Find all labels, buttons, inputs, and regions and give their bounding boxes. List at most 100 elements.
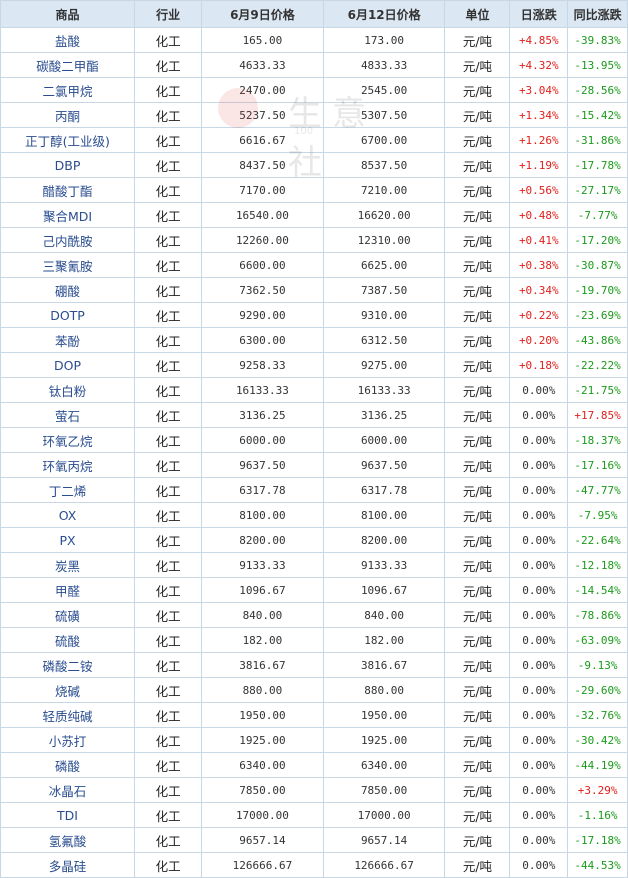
cell-product[interactable]: 硫酸	[0, 627, 136, 653]
cell-price-jun12: 5307.50	[322, 102, 446, 128]
cell-product[interactable]: OX	[0, 502, 136, 528]
cell-daily-change: 0.00%	[509, 477, 569, 503]
cell-price-jun12: 8100.00	[322, 502, 446, 528]
cell-product[interactable]: 环氧乙烷	[0, 427, 136, 453]
cell-industry: 化工	[134, 27, 203, 53]
cell-yoy-change: -7.77%	[567, 202, 628, 228]
header-unit: 单位	[444, 0, 511, 28]
cell-product[interactable]: DBP	[0, 152, 136, 178]
cell-yoy-change: -23.69%	[567, 302, 628, 328]
cell-product[interactable]: 炭黑	[0, 552, 136, 578]
cell-unit: 元/吨	[444, 252, 511, 278]
cell-industry: 化工	[134, 552, 203, 578]
cell-product[interactable]: 醋酸丁酯	[0, 177, 136, 203]
cell-unit: 元/吨	[444, 352, 511, 378]
cell-product[interactable]: 甲醛	[0, 577, 136, 603]
cell-price-jun9: 880.00	[201, 677, 324, 703]
cell-daily-change: +0.18%	[509, 352, 569, 378]
cell-daily-change: +3.04%	[509, 77, 569, 103]
cell-price-jun9: 9637.50	[201, 452, 324, 478]
cell-price-jun12: 6700.00	[322, 127, 446, 153]
cell-price-jun9: 12260.00	[201, 227, 324, 253]
cell-product[interactable]: 硫磺	[0, 602, 136, 628]
cell-price-jun12: 4833.33	[322, 52, 446, 78]
cell-product[interactable]: 丁二烯	[0, 477, 136, 503]
table-row: 硫磺 化工 840.00 840.00 元/吨 0.00% -78.86%	[0, 602, 628, 628]
cell-price-jun12: 16620.00	[322, 202, 446, 228]
cell-product[interactable]: TDI	[0, 802, 136, 828]
cell-unit: 元/吨	[444, 777, 511, 803]
cell-product[interactable]: DOTP	[0, 302, 136, 328]
cell-product[interactable]: 钛白粉	[0, 377, 136, 403]
cell-product[interactable]: 正丁醇(工业级)	[0, 127, 136, 153]
cell-price-jun9: 7850.00	[201, 777, 324, 803]
cell-yoy-change: -29.60%	[567, 677, 628, 703]
cell-price-jun12: 6317.78	[322, 477, 446, 503]
cell-product[interactable]: 多晶硅	[0, 852, 136, 878]
cell-product[interactable]: 冰晶石	[0, 777, 136, 803]
cell-product[interactable]: 碳酸二甲酯	[0, 52, 136, 78]
cell-product[interactable]: 环氧丙烷	[0, 452, 136, 478]
cell-daily-change: 0.00%	[509, 627, 569, 653]
table-row: DOP 化工 9258.33 9275.00 元/吨 +0.18% -22.22%	[0, 352, 628, 378]
cell-product[interactable]: 盐酸	[0, 27, 136, 53]
cell-product[interactable]: 二氯甲烷	[0, 77, 136, 103]
cell-product[interactable]: 萤石	[0, 402, 136, 428]
cell-product[interactable]: 己内酰胺	[0, 227, 136, 253]
cell-industry: 化工	[134, 852, 203, 878]
cell-product[interactable]: 苯酚	[0, 327, 136, 353]
cell-price-jun12: 1096.67	[322, 577, 446, 603]
cell-price-jun9: 165.00	[201, 27, 324, 53]
table-row: 聚合MDI 化工 16540.00 16620.00 元/吨 +0.48% -7.77%	[0, 202, 628, 228]
table-row: DOTP 化工 9290.00 9310.00 元/吨 +0.22% -23.69%	[0, 302, 628, 328]
cell-product[interactable]: 氢氟酸	[0, 827, 136, 853]
cell-price-jun12: 6625.00	[322, 252, 446, 278]
cell-daily-change: +0.22%	[509, 302, 569, 328]
cell-daily-change: +0.56%	[509, 177, 569, 203]
cell-product[interactable]: 烧碱	[0, 677, 136, 703]
cell-yoy-change: -15.42%	[567, 102, 628, 128]
cell-unit: 元/吨	[444, 752, 511, 778]
table-row: 丁二烯 化工 6317.78 6317.78 元/吨 0.00% -47.77%	[0, 477, 628, 503]
cell-product[interactable]: 硼酸	[0, 277, 136, 303]
cell-price-jun12: 9275.00	[322, 352, 446, 378]
cell-daily-change: 0.00%	[509, 852, 569, 878]
cell-product[interactable]: 三聚氰胺	[0, 252, 136, 278]
cell-price-jun9: 1096.67	[201, 577, 324, 603]
cell-product[interactable]: DOP	[0, 352, 136, 378]
cell-product[interactable]: 聚合MDI	[0, 202, 136, 228]
cell-product[interactable]: 小苏打	[0, 727, 136, 753]
cell-daily-change: +1.19%	[509, 152, 569, 178]
cell-price-jun9: 9258.33	[201, 352, 324, 378]
cell-daily-change: 0.00%	[509, 377, 569, 403]
cell-price-jun9: 182.00	[201, 627, 324, 653]
cell-price-jun12: 182.00	[322, 627, 446, 653]
cell-price-jun9: 1950.00	[201, 702, 324, 728]
cell-product[interactable]: PX	[0, 527, 136, 553]
cell-price-jun12: 6000.00	[322, 427, 446, 453]
cell-unit: 元/吨	[444, 602, 511, 628]
cell-unit: 元/吨	[444, 577, 511, 603]
cell-daily-change: +0.38%	[509, 252, 569, 278]
table-row: TDI 化工 17000.00 17000.00 元/吨 0.00% -1.16%	[0, 802, 628, 828]
cell-daily-change: 0.00%	[509, 552, 569, 578]
cell-product[interactable]: 磷酸	[0, 752, 136, 778]
header-daily-change: 日涨跌	[509, 0, 569, 28]
cell-yoy-change: -19.70%	[567, 277, 628, 303]
cell-price-jun12: 8537.50	[322, 152, 446, 178]
cell-yoy-change: -21.75%	[567, 377, 628, 403]
cell-daily-change: +4.32%	[509, 52, 569, 78]
cell-product[interactable]: 磷酸二铵	[0, 652, 136, 678]
table-row: OX 化工 8100.00 8100.00 元/吨 0.00% -7.95%	[0, 502, 628, 528]
cell-industry: 化工	[134, 52, 203, 78]
cell-product[interactable]: 丙酮	[0, 102, 136, 128]
table-row: 盐酸 化工 165.00 173.00 元/吨 +4.85% -39.83%	[0, 27, 628, 53]
cell-unit: 元/吨	[444, 27, 511, 53]
cell-product[interactable]: 轻质纯碱	[0, 702, 136, 728]
cell-price-jun12: 9657.14	[322, 827, 446, 853]
cell-price-jun12: 3136.25	[322, 402, 446, 428]
table-row: 丙酮 化工 5237.50 5307.50 元/吨 +1.34% -15.42%	[0, 102, 628, 128]
cell-yoy-change: -44.19%	[567, 752, 628, 778]
header-row: 商品 行业 6月9日价格 6月12日价格 单位 日涨跌 同比涨跌	[0, 0, 628, 28]
cell-yoy-change: -32.76%	[567, 702, 628, 728]
